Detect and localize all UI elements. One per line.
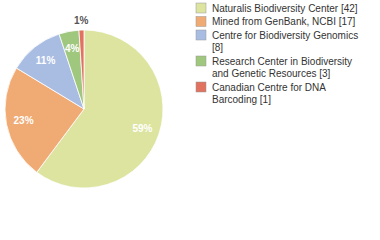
legend: Naturalis Biodiversity Center [42] Mined …	[196, 3, 358, 106]
legend-swatch	[196, 82, 206, 92]
data-labels: 59% 23% 11% 4% 1%	[14, 15, 153, 134]
legend-label: Canadian Centre for DNABarcoding [1]	[212, 82, 326, 106]
chart: 59% 23% 11% 4% 1% Naturalis Biodiversity Cent…	[0, 0, 380, 240]
pie-slice	[59, 30, 84, 109]
legend-label: Research Center in Biodiversityand Genet…	[212, 56, 352, 80]
legend-label-line: Canadian Centre for DNA	[212, 82, 326, 93]
legend-label-line: and Genetic Resources [3]	[212, 68, 331, 79]
legend-label: Centre for Biodiversity Genomics[8]	[212, 30, 358, 54]
legend-swatch	[196, 17, 206, 27]
legend-label-line: Centre for Biodiversity Genomics	[212, 30, 358, 41]
legend-label: Naturalis Biodiversity Center [42]	[212, 3, 358, 14]
data-label: 1%	[74, 15, 89, 26]
legend-swatch	[196, 30, 206, 40]
data-label: 59%	[132, 123, 152, 134]
legend-swatch	[196, 3, 206, 13]
data-label: 23%	[14, 115, 34, 126]
legend-swatch	[196, 56, 206, 66]
legend-label-line: Mined from GenBank, NCBI [17]	[212, 16, 356, 27]
data-label: 11%	[36, 55, 56, 66]
legend-label-line: Naturalis Biodiversity Center [42]	[212, 3, 358, 14]
legend-label-line: Research Center in Biodiversity	[212, 56, 352, 67]
pie-slice	[79, 30, 84, 109]
legend-label: Mined from GenBank, NCBI [17]	[212, 16, 356, 27]
legend-label-line: [8]	[212, 42, 223, 53]
data-label: 4%	[65, 43, 80, 54]
pie	[5, 30, 163, 188]
legend-label-line: Barcoding [1]	[212, 94, 271, 105]
